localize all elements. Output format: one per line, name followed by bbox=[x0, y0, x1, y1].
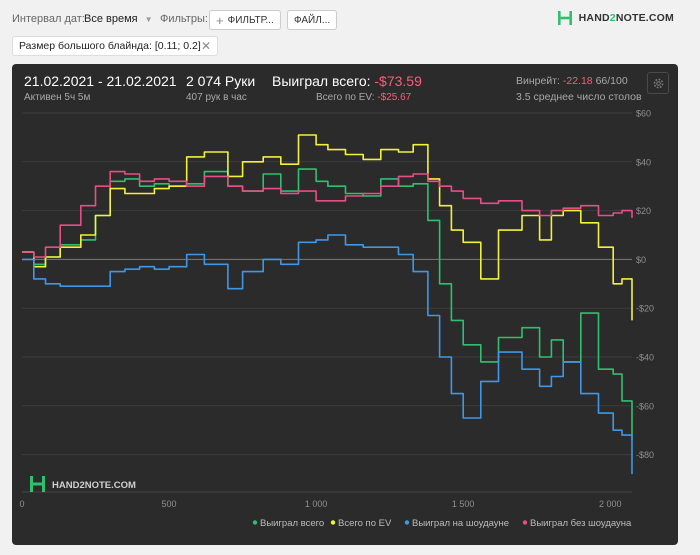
series-line bbox=[22, 172, 632, 257]
y-tick-label: $0 bbox=[636, 255, 646, 265]
watermark-logo-crossbar bbox=[33, 483, 42, 486]
legend-label: Выиграл на шоудауне bbox=[412, 518, 509, 529]
filter-button[interactable]: + ФИЛЬТР... bbox=[209, 10, 281, 30]
chart-grid bbox=[22, 113, 632, 455]
plus-icon: + bbox=[216, 14, 224, 27]
x-tick-label: 0 bbox=[19, 499, 24, 509]
legend-marker bbox=[331, 520, 335, 524]
close-icon[interactable]: ✕ bbox=[201, 39, 211, 53]
legend-marker bbox=[253, 520, 257, 524]
active-filter-label: Размер большого блайнда: [0.11; 0.2] bbox=[19, 40, 201, 52]
y-tick-label: -$80 bbox=[636, 450, 654, 460]
toolbar: Интервал дат: Все время ▼ Фильтры: + ФИЛ… bbox=[0, 0, 700, 62]
chart-watermark: HAND2NOTE.COM bbox=[30, 476, 136, 492]
watermark-text: HAND2NOTE.COM bbox=[52, 480, 136, 491]
y-tick-label: -$20 bbox=[636, 304, 654, 314]
logo: HAND2NOTE.COM bbox=[557, 10, 674, 26]
x-tick-label: 1 500 bbox=[452, 499, 475, 509]
legend-marker bbox=[523, 520, 527, 524]
hand2note-logo-icon bbox=[557, 10, 573, 26]
x-tick-label: 2 000 bbox=[599, 499, 622, 509]
y-tick-label: -$60 bbox=[636, 401, 654, 411]
date-interval-label: Интервал дат: bbox=[12, 13, 85, 25]
file-button[interactable]: ФАЙЛ... bbox=[287, 10, 337, 30]
date-interval-select[interactable]: Все время ▼ bbox=[84, 13, 153, 25]
filters-label: Фильтры: bbox=[160, 13, 208, 25]
legend-label: Всего по EV bbox=[338, 518, 392, 529]
x-tick-label: 500 bbox=[162, 499, 177, 509]
x-tick-label: 1 000 bbox=[305, 499, 328, 509]
legend-marker bbox=[405, 520, 409, 524]
y-tick-label: $60 bbox=[636, 109, 651, 119]
watermark-logo-bar bbox=[42, 476, 45, 492]
filter-button-label: ФИЛЬТР... bbox=[228, 15, 274, 26]
date-interval-value: Все время bbox=[84, 13, 138, 25]
watermark-logo-icon bbox=[30, 476, 33, 492]
legend-label: Выиграл всего bbox=[260, 518, 324, 529]
logo-text: HAND2NOTE.COM bbox=[579, 12, 674, 24]
series-line bbox=[22, 135, 632, 320]
chart-legend: Выиграл всего Всего по EV Выиграл на шоуда… bbox=[253, 518, 632, 529]
legend-label: Выиграл без шоудауна bbox=[530, 518, 632, 529]
y-tick-label: $40 bbox=[636, 157, 651, 167]
chart-series bbox=[22, 135, 632, 474]
series-line bbox=[22, 169, 632, 440]
active-filter-chip[interactable]: Размер большого блайнда: [0.11; 0.2] ✕ bbox=[12, 36, 218, 56]
chevron-down-icon: ▼ bbox=[145, 15, 153, 24]
chart-axes: $60 $40 $20 $0 -$20 -$40 -$60 -$80 0 500 1 000 1 50… bbox=[19, 109, 654, 510]
line-chart: $60 $40 $20 $0 -$20 -$40 -$60 -$80 0 500 1 000 1 50… bbox=[12, 64, 678, 545]
series-line bbox=[22, 235, 632, 474]
y-tick-label: -$40 bbox=[636, 353, 654, 363]
y-tick-label: $20 bbox=[636, 206, 651, 216]
file-button-label: ФАЙЛ... bbox=[294, 15, 330, 26]
graph-panel: 21.02.2021 - 21.02.2021 Активен 5ч 5м 2 … bbox=[12, 64, 678, 545]
